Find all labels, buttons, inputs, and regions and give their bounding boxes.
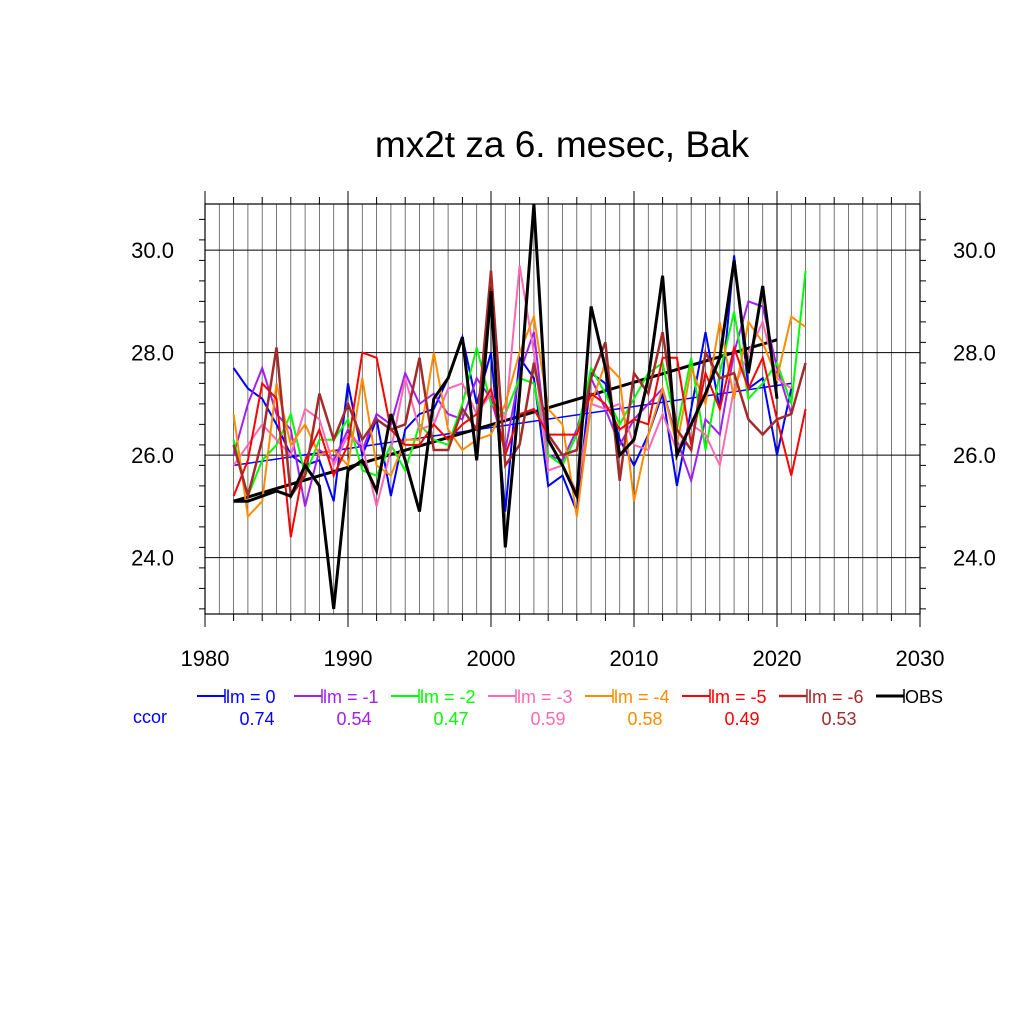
ccor-label: ccor <box>133 707 167 727</box>
plot-border <box>204 203 921 615</box>
chart-title: mx2t za 6. mesec, Bak <box>375 124 750 165</box>
x-tick-label: 1990 <box>324 646 373 671</box>
legend-ccor-value: 0.58 <box>627 709 662 729</box>
legend-ccor-value: 0.53 <box>821 709 856 729</box>
plot-frame <box>204 203 921 615</box>
legend-label: lm = -5 <box>711 687 767 707</box>
series-line <box>232 265 792 507</box>
series-line <box>233 203 779 610</box>
y-tick-label: 28.0 <box>953 341 996 366</box>
y-axis: 24.0 24.0 26.0 26.0 28.0 28.0 30.0 30.0 <box>131 218 996 610</box>
legend-ccor-value: 0.49 <box>724 709 759 729</box>
legend-label: lm = -3 <box>517 687 573 707</box>
x-axis: 1980 1990 2000 2010 2020 2030 <box>181 191 945 671</box>
series-line <box>232 270 807 501</box>
x-tick-label: 2030 <box>896 646 945 671</box>
legend-label: lm = -2 <box>420 687 476 707</box>
legend-label: lm = -6 <box>808 687 864 707</box>
legend-label: lm = -1 <box>323 687 379 707</box>
y-tick-label: 24.0 <box>131 546 174 571</box>
y-tick-label: 28.0 <box>131 341 174 366</box>
legend-ccor-value: 0.47 <box>433 709 468 729</box>
x-tick-label: 2000 <box>467 646 516 671</box>
y-tick-label: 30.0 <box>131 238 174 263</box>
series-line <box>232 312 807 519</box>
legend-label: lm = -4 <box>614 687 670 707</box>
y-tick-label: 26.0 <box>953 443 996 468</box>
legend-label: OBS <box>905 687 943 707</box>
legend-ccor-value: 0.74 <box>239 709 274 729</box>
legend-ccor-value: 0.54 <box>336 709 371 729</box>
legend-label: lm = 0 <box>226 687 276 707</box>
legend-ccor-value: 0.59 <box>530 709 565 729</box>
x-tick-label: 1980 <box>181 646 230 671</box>
x-tick-label: 2010 <box>610 646 659 671</box>
x-tick-label: 2020 <box>753 646 802 671</box>
data-series <box>232 203 807 610</box>
y-tick-label: 26.0 <box>131 443 174 468</box>
y-tick-label: 24.0 <box>953 546 996 571</box>
y-tick-label: 30.0 <box>953 238 996 263</box>
